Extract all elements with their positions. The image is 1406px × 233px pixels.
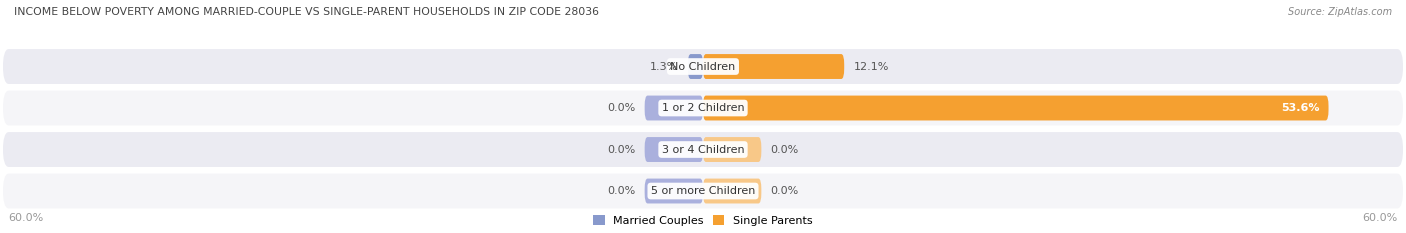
FancyBboxPatch shape [644, 178, 703, 203]
FancyBboxPatch shape [3, 49, 1403, 84]
Text: 12.1%: 12.1% [853, 62, 889, 72]
Text: 1 or 2 Children: 1 or 2 Children [662, 103, 744, 113]
Text: INCOME BELOW POVERTY AMONG MARRIED-COUPLE VS SINGLE-PARENT HOUSEHOLDS IN ZIP COD: INCOME BELOW POVERTY AMONG MARRIED-COUPL… [14, 7, 599, 17]
FancyBboxPatch shape [644, 137, 703, 162]
FancyBboxPatch shape [703, 178, 762, 203]
Text: 60.0%: 60.0% [8, 213, 44, 223]
FancyBboxPatch shape [3, 174, 1403, 209]
FancyBboxPatch shape [703, 96, 1329, 120]
Legend: Married Couples, Single Parents: Married Couples, Single Parents [593, 216, 813, 226]
Text: 3 or 4 Children: 3 or 4 Children [662, 144, 744, 154]
Text: 53.6%: 53.6% [1281, 103, 1319, 113]
FancyBboxPatch shape [3, 91, 1403, 125]
FancyBboxPatch shape [688, 54, 703, 79]
Text: 0.0%: 0.0% [770, 186, 799, 196]
Text: 0.0%: 0.0% [607, 103, 636, 113]
Text: 5 or more Children: 5 or more Children [651, 186, 755, 196]
Text: 1.3%: 1.3% [650, 62, 679, 72]
FancyBboxPatch shape [703, 54, 844, 79]
Text: No Children: No Children [671, 62, 735, 72]
FancyBboxPatch shape [3, 132, 1403, 167]
Text: Source: ZipAtlas.com: Source: ZipAtlas.com [1288, 7, 1392, 17]
Text: 0.0%: 0.0% [607, 144, 636, 154]
FancyBboxPatch shape [703, 137, 762, 162]
FancyBboxPatch shape [644, 96, 703, 120]
Text: 0.0%: 0.0% [770, 144, 799, 154]
Text: 0.0%: 0.0% [607, 186, 636, 196]
Text: 60.0%: 60.0% [1362, 213, 1398, 223]
